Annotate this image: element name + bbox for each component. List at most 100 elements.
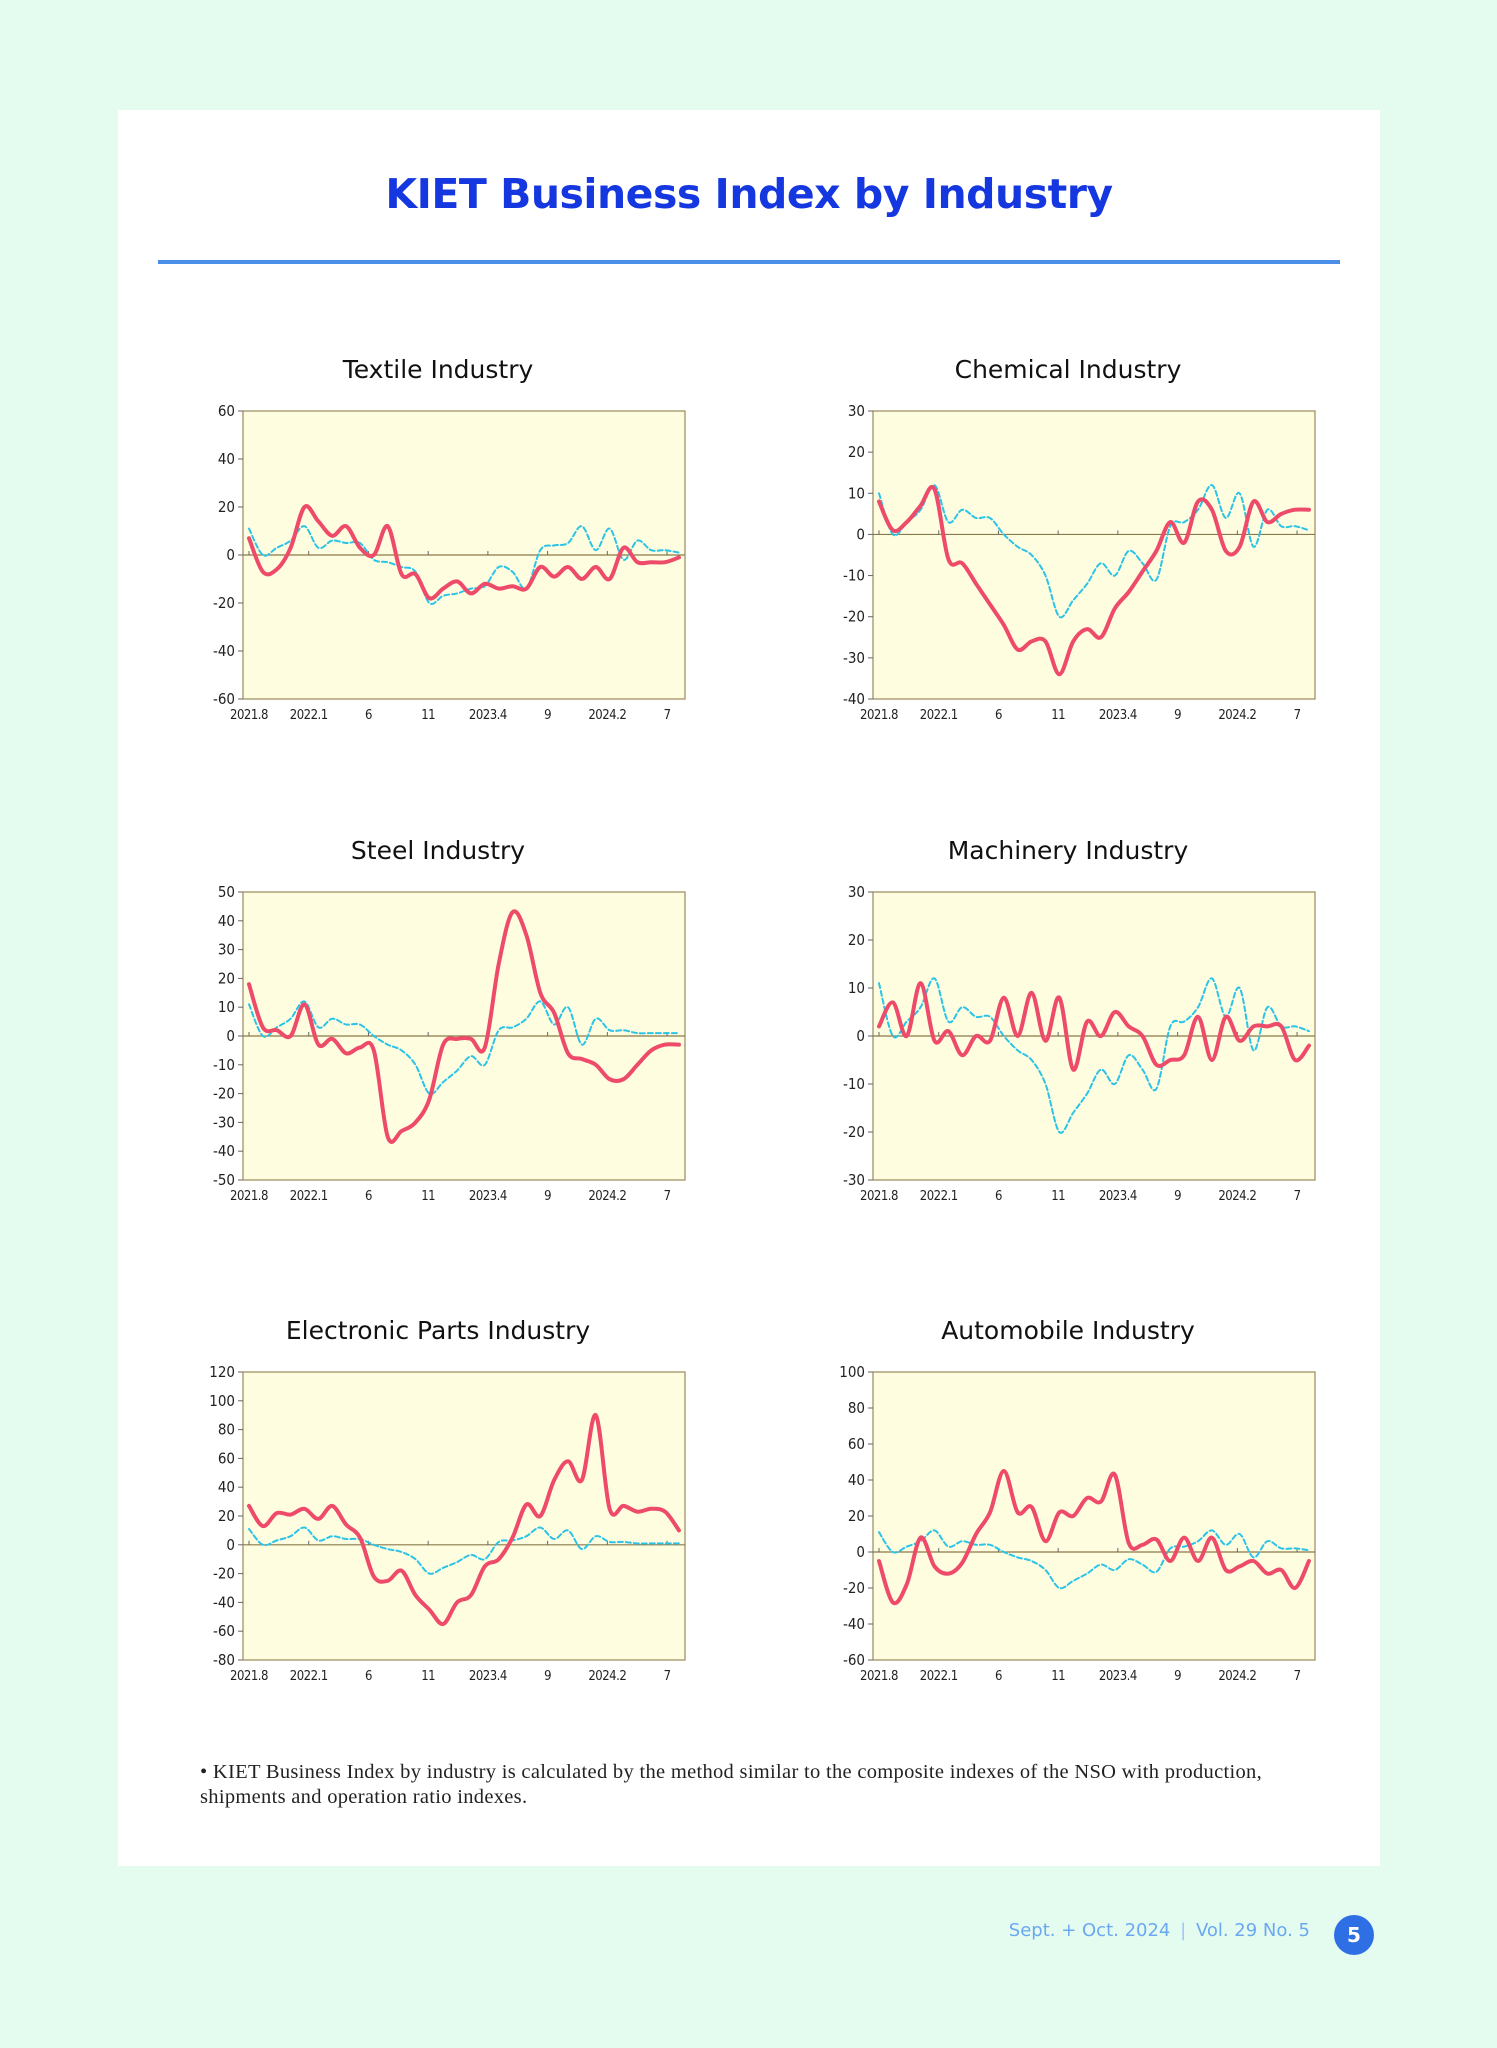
- chart-svg: -60 -40 -20 0 20 40 60 80 100 2021.8 2022.1 6 11 2023…: [839, 1366, 1316, 1684]
- chart-textile: Textile Industry -60 -40 -20 0 20 40 60 2021.8 2…: [148, 355, 728, 785]
- content-panel: KIET Business Index by Industry Textile …: [118, 110, 1380, 1866]
- x-tick-label: 2023.4: [469, 1669, 507, 1684]
- footer-issue: Sept. + Oct. 2024: [1008, 1920, 1171, 1941]
- series-line-red: [247, 909, 681, 1144]
- x-tick-label: 2021.8: [230, 1669, 268, 1684]
- x-tick-label: 2021.8: [860, 1189, 898, 1204]
- y-tick-label: 50: [218, 886, 235, 901]
- x-tick-label: 9: [544, 1189, 551, 1204]
- x-tick-label: 2022.1: [920, 1189, 958, 1204]
- y-tick-label: -40: [213, 1142, 235, 1160]
- y-tick-label: -40: [843, 1615, 865, 1633]
- chart-electronic-parts: Electronic Parts Industry -80 -60 -40 -20 0 2…: [148, 1316, 728, 1746]
- series-line-red: [877, 981, 1311, 1072]
- y-tick-label: -40: [213, 1593, 235, 1611]
- chart-automobile: Automobile Industry -60 -40 -20 0 20 40 60 80 10…: [778, 1316, 1358, 1746]
- y-tick-label: -10: [843, 567, 865, 585]
- x-tick-label: 9: [544, 708, 551, 723]
- y-tick-label: 30: [848, 405, 865, 420]
- chart-steel: Steel Industry -50 -40 -30 -20 -10 0 10 20 30 40 5…: [148, 836, 728, 1266]
- y-tick-label: 20: [848, 931, 865, 949]
- chart-title: Steel Industry: [350, 836, 526, 865]
- footer-separator: |: [1180, 1920, 1187, 1941]
- title-divider: [158, 260, 1340, 264]
- y-tick-label: 0: [856, 525, 865, 543]
- y-tick-label: -30: [843, 649, 865, 667]
- y-tick-label: 20: [848, 1507, 865, 1525]
- x-tick-label: 2021.8: [230, 708, 268, 723]
- y-tick-label: -30: [843, 1171, 865, 1189]
- page-number-badge: 5: [1334, 1915, 1374, 1955]
- y-tick-label: -60: [213, 1622, 235, 1640]
- y-tick-label: 20: [218, 969, 235, 987]
- y-tick-label: 20: [218, 498, 235, 516]
- x-tick-label: 7: [664, 1669, 671, 1684]
- y-tick-label: 20: [218, 1507, 235, 1525]
- x-tick-label: 9: [1174, 708, 1181, 723]
- x-tick-label: 2022.1: [290, 708, 328, 723]
- y-tick-label: -10: [843, 1075, 865, 1093]
- y-tick-label: 0: [226, 546, 235, 564]
- y-tick-label: 20: [848, 443, 865, 461]
- y-tick-label: -60: [213, 690, 235, 708]
- y-tick-label: -10: [213, 1056, 235, 1074]
- plot-area: [242, 1371, 686, 1661]
- x-tick-label: 2024.2: [588, 1669, 626, 1684]
- chart-title: Automobile Industry: [941, 1316, 1195, 1345]
- y-tick-label: 30: [218, 941, 235, 959]
- footnote-bullet: •: [200, 1761, 208, 1783]
- x-tick-label: 11: [1051, 1189, 1065, 1204]
- y-tick-label: 60: [218, 405, 235, 420]
- series-line-red: [877, 485, 1311, 677]
- chart-svg: -80 -60 -40 -20 0 20 40 60 80 100 120 2021.8 2022.1 6…: [209, 1366, 686, 1684]
- y-tick-label: 60: [848, 1435, 865, 1453]
- x-tick-label: 7: [664, 708, 671, 723]
- x-tick-label: 2022.1: [290, 1669, 328, 1684]
- chart-title: Electronic Parts Industry: [285, 1316, 591, 1345]
- x-tick-label: 6: [365, 1189, 372, 1204]
- x-tick-label: 2023.4: [1099, 1669, 1137, 1684]
- x-tick-label: 7: [1294, 1189, 1301, 1204]
- x-tick-label: 2022.1: [290, 1189, 328, 1204]
- chart-chemical: Chemical Industry -40 -30 -20 -10 0 10 20 30 202…: [778, 355, 1358, 785]
- y-tick-label: 40: [218, 912, 235, 930]
- x-tick-label: 2023.4: [1099, 1189, 1137, 1204]
- series-line-red: [877, 1469, 1311, 1606]
- y-tick-label: 40: [218, 450, 235, 468]
- y-tick-label: -20: [843, 1123, 865, 1141]
- y-tick-label: 80: [218, 1421, 235, 1439]
- x-tick-label: 9: [1174, 1189, 1181, 1204]
- y-tick-label: 0: [226, 1536, 235, 1554]
- y-tick-label: 80: [848, 1399, 865, 1417]
- x-tick-label: 11: [421, 708, 435, 723]
- y-tick-label: -30: [213, 1113, 235, 1131]
- x-tick-label: 2024.2: [1218, 1669, 1256, 1684]
- plot-area: [872, 1371, 1316, 1661]
- x-tick-label: 2021.8: [860, 1669, 898, 1684]
- y-tick-label: 100: [839, 1366, 865, 1381]
- x-tick-label: 2021.8: [230, 1189, 268, 1204]
- chart-machinery: Machinery Industry -30 -20 -10 0 10 20 30 2021.…: [778, 836, 1358, 1266]
- series-line-cyan: [248, 1000, 680, 1096]
- y-tick-label: 40: [848, 1471, 865, 1489]
- y-tick-label: -60: [843, 1651, 865, 1669]
- series-line-red: [247, 504, 681, 601]
- plot-area: [872, 410, 1316, 700]
- x-tick-label: 11: [1051, 708, 1065, 723]
- x-tick-label: 7: [1294, 708, 1301, 723]
- y-tick-label: -80: [213, 1651, 235, 1669]
- footnote: • KIET Business Index by industry is cal…: [200, 1760, 1315, 1810]
- series-line-cyan: [248, 525, 680, 605]
- y-tick-label: 10: [848, 979, 865, 997]
- x-tick-label: 9: [544, 1669, 551, 1684]
- x-tick-label: 2023.4: [469, 1189, 507, 1204]
- y-tick-label: 30: [848, 886, 865, 901]
- x-tick-label: 6: [365, 1669, 372, 1684]
- series-line-red: [247, 1413, 681, 1627]
- x-tick-label: 7: [1294, 1669, 1301, 1684]
- x-tick-label: 9: [1174, 1669, 1181, 1684]
- chart-svg: -60 -40 -20 0 20 40 60 2021.8 2022.1 6 11 2023.4 9 20…: [213, 405, 686, 723]
- y-tick-label: -20: [213, 1085, 235, 1103]
- x-tick-label: 2022.1: [920, 1669, 958, 1684]
- series-line-cyan: [878, 1529, 1310, 1590]
